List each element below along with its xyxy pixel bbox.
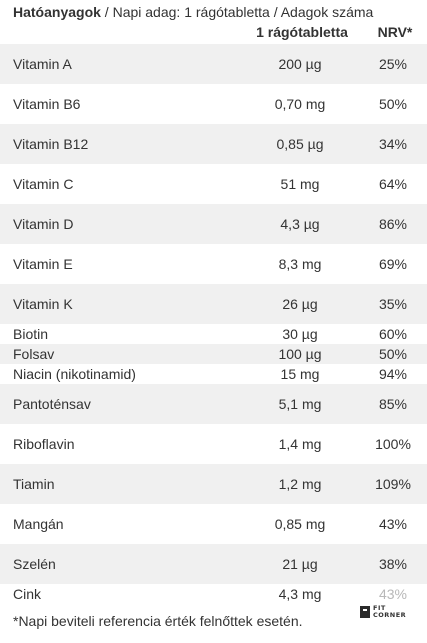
table-row: Mangán 0,85 mg 43%	[0, 504, 427, 544]
footnote: *Napi beviteli referencia érték felnőtte…	[13, 613, 303, 629]
column-header-amount: 1 rágótabletta	[256, 24, 348, 40]
nutrient-amount: 0,85 mg	[274, 516, 326, 532]
nutrient-nrv: 64%	[378, 176, 408, 192]
nutrient-name: Cink	[13, 586, 42, 602]
nutrient-name: Pantoténsav	[13, 396, 91, 412]
nutrient-amount: 51 mg	[280, 176, 320, 192]
table-row: Szelén 21 µg 38%	[0, 544, 427, 584]
nutrient-nrv: 50%	[378, 346, 408, 362]
table-row: Tiamin 1,2 mg 109%	[0, 464, 427, 504]
nutrient-name: Riboflavin	[13, 436, 75, 452]
nutrient-nrv: 60%	[378, 326, 408, 342]
nutrient-nrv: 50%	[378, 96, 408, 112]
nutrient-nrv: 43%	[378, 586, 408, 602]
table-row: Vitamin A 200 µg 25%	[0, 44, 427, 84]
nutrient-name: Vitamin E	[13, 256, 73, 272]
nutrient-nrv: 38%	[378, 556, 408, 572]
table-row: Vitamin K 26 µg 35%	[0, 284, 427, 324]
table-row: Vitamin D 4,3 µg 86%	[0, 204, 427, 244]
nutrient-nrv: 94%	[378, 366, 408, 382]
nutrient-nrv: 109%	[375, 476, 411, 492]
table-row: Vitamin E 8,3 mg 69%	[0, 244, 427, 284]
nutrient-amount: 1,4 mg	[278, 436, 322, 452]
table-row: Riboflavin 1,4 mg 100%	[0, 424, 427, 464]
table-row: Cink 4,3 mg 43%	[0, 584, 427, 604]
nutrient-amount: 30 µg	[282, 326, 318, 342]
table-row: Vitamin B6 0,70 mg 50%	[0, 84, 427, 124]
column-header-nrv: NRV*	[377, 24, 413, 40]
nutrient-amount: 200 µg	[278, 56, 322, 72]
logo-line1: FIT	[373, 604, 386, 612]
table-row: Niacin (nikotinamid) 15 mg 94%	[0, 364, 427, 384]
fitcorner-logo-icon	[360, 606, 370, 618]
nutrient-nrv: 86%	[378, 216, 408, 232]
nutrient-nrv: 34%	[378, 136, 408, 152]
nutrient-nrv: 69%	[378, 256, 408, 272]
nutrient-name: Vitamin B6	[13, 96, 81, 112]
table-row: Pantoténsav 5,1 mg 85%	[0, 384, 427, 424]
fitcorner-logo-text: FIT CORNER	[373, 605, 406, 619]
nutrient-amount: 21 µg	[282, 556, 318, 572]
table-row: Biotin 30 µg 60%	[0, 324, 427, 344]
nutrient-amount: 4,3 mg	[278, 586, 322, 602]
nutrient-name: Szelén	[13, 556, 56, 572]
nutrient-name: Vitamin D	[13, 216, 74, 232]
nutrient-name: Biotin	[13, 326, 49, 342]
table-title-bold: Hatóanyagok	[13, 4, 101, 20]
nutrient-name: Folsav	[13, 346, 55, 362]
nutrient-amount: 1,2 mg	[278, 476, 322, 492]
logo-line2: CORNER	[373, 611, 407, 619]
nutrient-nrv: 43%	[378, 516, 408, 532]
nutrient-name: Niacin (nikotinamid)	[13, 366, 136, 382]
nutrient-name: Vitamin C	[13, 176, 74, 192]
nutrient-amount: 26 µg	[282, 296, 318, 312]
nutrient-name: Vitamin B12	[13, 136, 89, 152]
table-row: Vitamin B12 0,85 µg 34%	[0, 124, 427, 164]
nutrient-name: Vitamin K	[13, 296, 73, 312]
nutrient-amount: 8,3 mg	[278, 256, 322, 272]
nutrient-nrv: 100%	[375, 436, 411, 452]
nutrient-name: Vitamin A	[13, 56, 72, 72]
nutrient-amount: 0,85 µg	[276, 136, 324, 152]
nutrient-nrv: 35%	[378, 296, 408, 312]
nutrient-nrv: 25%	[378, 56, 408, 72]
nutrient-name: Mangán	[13, 516, 64, 532]
nutrient-amount: 0,70 mg	[274, 96, 326, 112]
table-title-rest: / Napi adag: 1 rágótabletta / Adagok szá…	[100, 4, 374, 20]
nutrient-nrv: 85%	[378, 396, 408, 412]
nutrient-name: Tiamin	[13, 476, 55, 492]
table-row: Folsav 100 µg 50%	[0, 344, 427, 364]
table-row: Vitamin C 51 mg 64%	[0, 164, 427, 204]
nutrient-amount: 4,3 µg	[280, 216, 320, 232]
nutrient-amount: 15 mg	[280, 366, 320, 382]
nutrient-amount: 100 µg	[278, 346, 322, 362]
nutrient-amount: 5,1 mg	[278, 396, 322, 412]
fitcorner-logo: FIT CORNER	[360, 601, 422, 623]
table-title: Hatóanyagok / Napi adag: 1 rágótabletta …	[13, 4, 373, 20]
